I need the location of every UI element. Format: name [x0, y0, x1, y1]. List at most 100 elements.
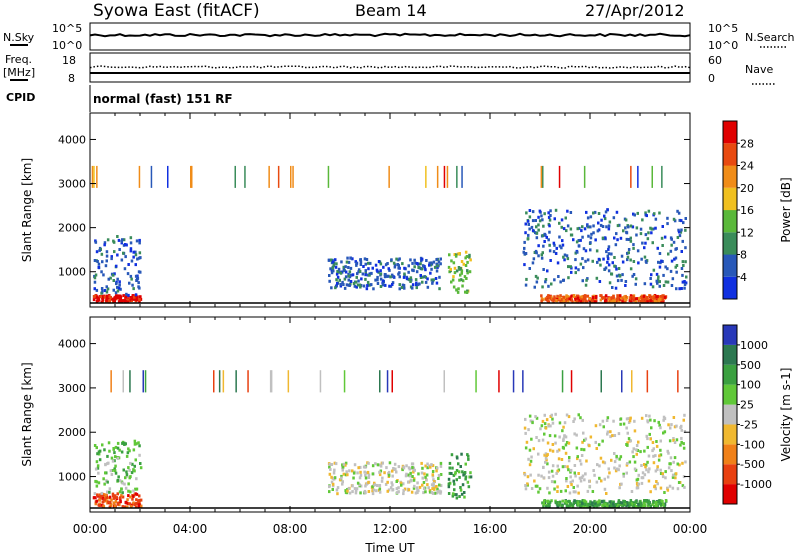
data-cell	[424, 475, 427, 479]
data-cell	[139, 498, 143, 502]
data-cell	[420, 471, 424, 475]
data-cell	[419, 274, 422, 277]
data-cell	[118, 503, 121, 507]
data-cell	[650, 231, 653, 235]
data-cell	[116, 253, 119, 257]
data-cell	[139, 297, 143, 301]
data-cell	[124, 486, 128, 490]
data-cell	[464, 250, 468, 254]
data-cell	[659, 439, 662, 443]
data-cell	[607, 224, 611, 228]
data-cell	[561, 465, 565, 469]
data-cell	[584, 249, 588, 253]
data-cell	[346, 488, 349, 491]
data-cell	[381, 476, 384, 480]
data-cell	[537, 439, 541, 443]
data-cell	[622, 422, 626, 426]
data-cell	[129, 370, 131, 393]
data-cell	[597, 221, 600, 225]
data-cell	[113, 459, 116, 463]
data-cell	[543, 499, 546, 503]
data-cell	[556, 449, 559, 453]
data-cell	[534, 219, 537, 222]
data-cell	[534, 274, 538, 278]
data-cell	[269, 370, 272, 393]
data-cell	[542, 465, 545, 469]
data-cell	[632, 503, 635, 507]
data-cell	[607, 245, 611, 249]
data-cell	[452, 261, 456, 265]
data-cell	[602, 296, 605, 300]
data-cell	[596, 500, 599, 504]
data-cell	[106, 454, 109, 458]
data-cell	[625, 296, 629, 299]
data-cell	[682, 446, 686, 450]
data-cell	[602, 257, 605, 261]
data-cell	[562, 295, 566, 299]
data-cell	[528, 448, 532, 452]
data-cell	[649, 418, 652, 422]
colorbar-tick-label: 100	[740, 379, 761, 392]
data-cell	[364, 476, 368, 480]
data-cell	[121, 238, 124, 242]
data-cell	[347, 278, 350, 282]
data-cell	[537, 223, 540, 227]
data-cell	[549, 214, 552, 217]
data-cell	[468, 270, 472, 274]
data-cell	[671, 277, 675, 281]
data-cell	[277, 165, 280, 188]
data-cell	[93, 259, 97, 262]
data-cell	[646, 445, 649, 449]
data-cell	[615, 454, 618, 458]
data-cell	[379, 469, 383, 473]
data-cell	[603, 487, 607, 491]
data-cell	[103, 448, 106, 452]
data-cell	[351, 484, 354, 488]
data-cell	[372, 488, 376, 492]
data-cell	[536, 484, 539, 488]
data-cell	[591, 259, 594, 263]
data-cell	[575, 240, 579, 244]
data-cell	[580, 447, 583, 451]
data-cell	[94, 273, 98, 277]
data-cell	[114, 464, 117, 468]
data-cell	[531, 210, 535, 214]
data-cell	[611, 261, 614, 265]
data-cell	[419, 276, 423, 279]
data-cell	[625, 504, 628, 508]
data-cell	[407, 277, 410, 281]
data-cell	[464, 290, 467, 294]
data-cell	[637, 502, 640, 506]
data-cell	[363, 470, 366, 474]
data-cell	[124, 442, 127, 446]
data-cell	[605, 492, 608, 495]
data-cell	[534, 484, 538, 488]
data-cell	[451, 466, 454, 470]
data-cell	[552, 241, 556, 245]
data-cell	[338, 278, 341, 282]
data-cell	[222, 370, 225, 393]
data-cell	[535, 436, 538, 439]
data-cell	[534, 231, 537, 235]
data-cell	[613, 236, 616, 240]
data-cell	[364, 269, 367, 273]
data-cell	[359, 285, 362, 289]
data-cell	[560, 458, 564, 461]
data-cell	[431, 281, 434, 285]
data-cell	[564, 435, 568, 439]
x-tick-label: 20:00	[573, 522, 608, 536]
data-cell	[337, 267, 341, 271]
data-cell	[639, 450, 642, 454]
data-cell	[384, 283, 387, 287]
data-cell	[103, 241, 107, 245]
data-cell	[380, 479, 384, 483]
data-cell	[451, 494, 455, 498]
data-cell	[661, 244, 664, 247]
data-cell	[635, 444, 639, 447]
data-cell	[679, 230, 683, 234]
data-cell	[450, 453, 454, 457]
data-cell	[610, 252, 613, 256]
data-cell	[466, 271, 469, 275]
data-cell	[376, 275, 379, 279]
data-cell	[108, 449, 111, 453]
